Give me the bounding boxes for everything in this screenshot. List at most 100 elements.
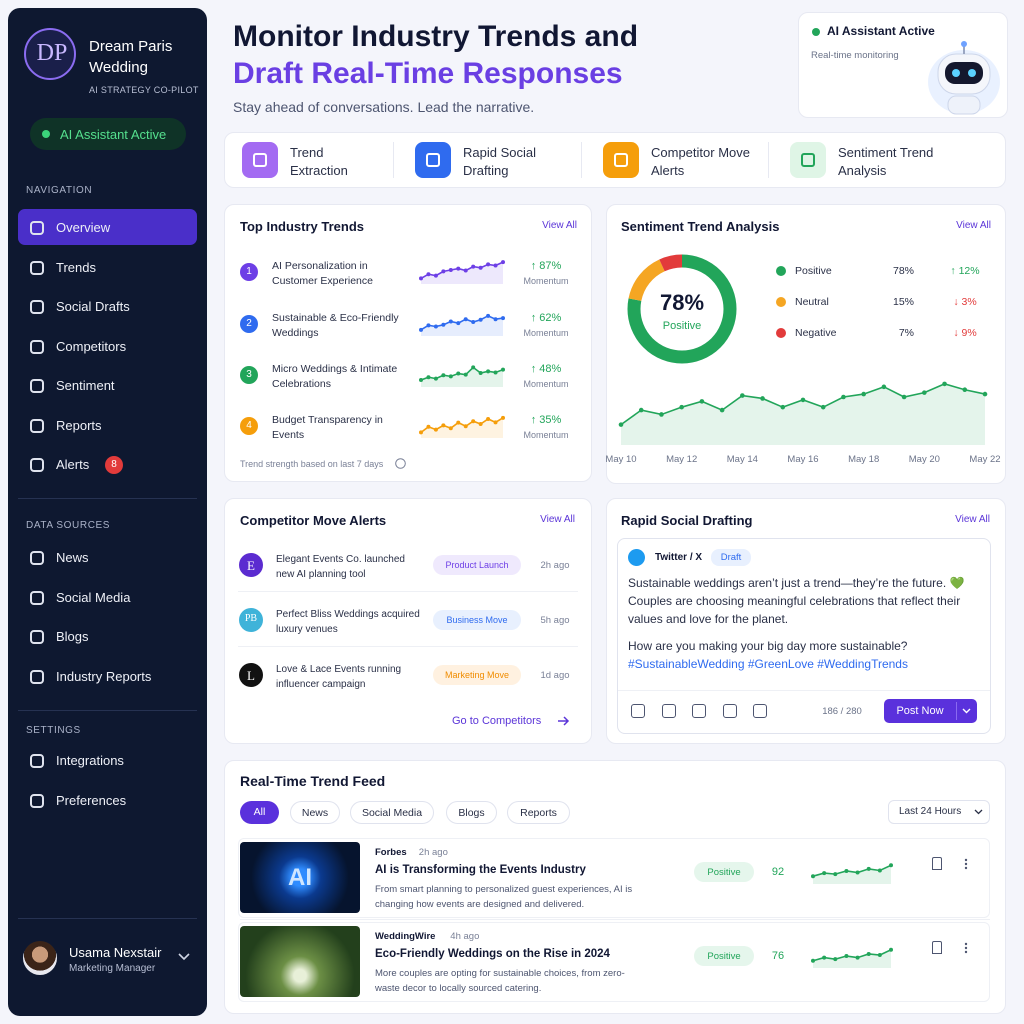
view-all-link[interactable]: View All	[955, 514, 990, 525]
toolbar-icon[interactable]	[753, 704, 767, 718]
brand-name: Dream Paris Wedding	[89, 38, 173, 76]
more-dot	[964, 942, 968, 946]
nav-icon	[30, 300, 44, 314]
filter-chip[interactable]: Blogs	[446, 801, 497, 824]
trend-point	[719, 407, 725, 413]
robot-face	[945, 62, 983, 84]
divider	[618, 690, 990, 691]
bookmark-icon[interactable]	[932, 857, 942, 870]
donut-value: 78%	[659, 290, 705, 315]
nav-item[interactable]: Preferences	[56, 792, 127, 808]
card	[224, 498, 592, 744]
range-select[interactable]: Last 24 Hours	[888, 800, 990, 824]
post-button[interactable]	[884, 699, 977, 723]
trend-chart	[618, 381, 988, 445]
sparkline-dot	[833, 957, 838, 962]
view-all-link[interactable]: View All	[540, 514, 575, 525]
nav-item[interactable]: Social Drafts	[56, 299, 130, 314]
feature-label[interactable]: Sentiment Trend Analysis	[838, 145, 934, 178]
trend-point	[942, 381, 947, 387]
toolbar-icon[interactable]	[723, 704, 737, 718]
sparkline-dot	[493, 317, 498, 322]
x-tick-label: May 16	[787, 454, 819, 465]
feed-source: Forbes	[375, 847, 407, 858]
info-icon	[395, 458, 406, 469]
feed-time: 2h ago	[418, 847, 448, 858]
trend-label[interactable]: AI Personalization in Customer Experienc…	[272, 260, 373, 287]
nav-item[interactable]: Sentiment	[56, 378, 115, 393]
nav-item[interactable]: Competitors	[56, 338, 127, 354]
competitor-alert[interactable]: Elegant Events Co. launched new AI plann…	[276, 554, 405, 580]
nav-item[interactable]: News	[56, 550, 89, 565]
trend-label[interactable]: Sustainable & Eco-Friendly Weddings	[272, 312, 399, 339]
feature-icon	[790, 142, 826, 178]
trend-footnote: Trend strength based on last 7 days	[240, 459, 384, 469]
competitor-alert[interactable]: Love & Lace Events running influencer ca…	[276, 664, 402, 690]
status-dot	[812, 28, 820, 36]
bookmark-icon[interactable]	[932, 941, 942, 954]
feed-row[interactable]	[238, 922, 990, 1002]
feed-row[interactable]	[238, 838, 990, 918]
nav-item[interactable]: Integrations	[56, 753, 124, 768]
section-title: NAVIGATION	[26, 185, 93, 196]
sparkline	[419, 260, 505, 284]
feature-label[interactable]: Competitor Move Alerts	[651, 145, 750, 178]
nav-active[interactable]	[18, 209, 197, 245]
chevron-icon	[178, 953, 190, 961]
view-all-link[interactable]: View All	[956, 220, 991, 231]
post-button-label[interactable]: Post Now	[896, 705, 944, 717]
trend-label[interactable]: Budget Transparency in Events	[272, 414, 383, 441]
feed-title[interactable]: Eco-Friendly Weddings on the Rise in 202…	[375, 948, 610, 960]
divider	[581, 142, 582, 178]
view-all-link[interactable]: View All	[542, 220, 577, 231]
nav-item[interactable]: Alerts	[56, 457, 90, 472]
filter-chip[interactable]: News	[290, 801, 340, 824]
trend-point	[760, 396, 765, 401]
nav-item[interactable]: Overview	[56, 220, 111, 235]
nav-icon	[30, 754, 44, 768]
filter-chip[interactable]: All	[240, 801, 279, 824]
robot-illustration	[928, 41, 1000, 115]
filter-chip[interactable]: Reports	[507, 801, 570, 824]
feature-icon	[603, 142, 639, 178]
sparkline-dot	[426, 424, 431, 429]
twitter-icon	[628, 549, 645, 566]
feature-label[interactable]: Rapid Social Drafting	[463, 145, 536, 178]
alert-time: 1d ago	[540, 670, 570, 681]
trend-change: ↑ 35%	[530, 414, 562, 426]
donut-chart	[627, 254, 737, 364]
nav-item[interactable]: Social Media	[56, 589, 131, 605]
toolbar-icon[interactable]	[662, 704, 676, 718]
toolbar-icon[interactable]	[692, 704, 706, 718]
competitors-cta[interactable]: Go to Competitors	[452, 715, 542, 727]
x-tick-label: May 14	[726, 454, 758, 465]
sparkline-dot	[486, 369, 491, 374]
competitor-alert[interactable]: Perfect Bliss Weddings acquired luxury v…	[276, 609, 420, 635]
sparkline-dot	[493, 420, 498, 425]
sparkline-dot	[889, 947, 893, 952]
rank-number: 3	[246, 369, 252, 380]
nav-item[interactable]: Blogs	[56, 629, 89, 644]
feed-title[interactable]: AI is Transforming the Events Industry	[375, 864, 586, 876]
feature-label[interactable]: Trend Extraction	[290, 145, 348, 178]
trend-label[interactable]: Micro Weddings & Intimate Celebrations	[272, 363, 398, 390]
sentiment-change: ↓ 3%	[953, 296, 977, 308]
donut-label: Positive	[662, 320, 702, 332]
sparkline-dot	[501, 260, 505, 265]
x-tick-label: May 12	[666, 454, 698, 465]
nav-icon	[30, 669, 44, 684]
filter-chip[interactable]: Social Media	[350, 801, 434, 824]
nav-item[interactable]: Trends	[56, 259, 96, 275]
trend-point	[618, 422, 624, 427]
nav-item[interactable]: Reports	[56, 417, 102, 433]
sparkline-dot	[433, 324, 438, 329]
divider	[18, 498, 197, 499]
toolbar-icon[interactable]	[631, 704, 645, 718]
sparkline-dot	[433, 427, 438, 432]
nav-icon	[30, 418, 44, 433]
draft-box	[617, 538, 991, 734]
sparkline-dot	[426, 375, 431, 380]
nav-item[interactable]: Industry Reports	[56, 668, 152, 684]
more-dot	[964, 866, 968, 870]
feed-summary: From smart planning to personalized gues…	[375, 884, 633, 910]
